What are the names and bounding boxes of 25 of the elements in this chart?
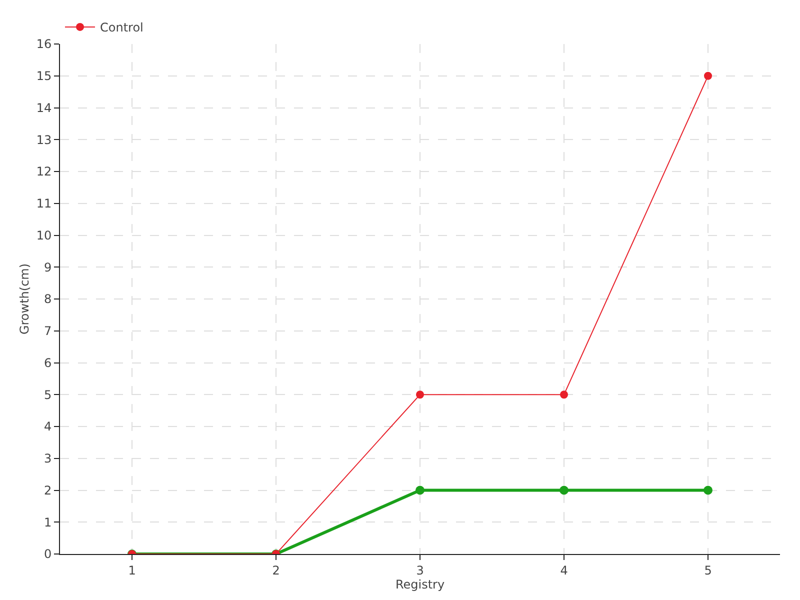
y-tick-label: 12 [36, 164, 52, 179]
y-tick-label: 13 [36, 132, 52, 147]
y-tick-label: 0 [44, 547, 52, 562]
y-tick-label: 4 [44, 420, 52, 434]
y-tick-label: 15 [36, 69, 52, 84]
y-tick-label: 3 [44, 452, 52, 466]
y-tick-label: 14 [36, 100, 52, 115]
x-tick-label: 5 [704, 563, 712, 578]
y-tick-label: 6 [44, 356, 52, 370]
x-tick-label: 1 [128, 563, 136, 578]
y-tick-label: 10 [36, 228, 52, 242]
y-tick-label: 8 [44, 292, 52, 306]
x-tick-label: 3 [416, 563, 424, 578]
y-tick-label: 5 [44, 388, 52, 402]
legend-label: Control [100, 20, 144, 35]
x-axis-title: Registry [395, 577, 445, 592]
y-tick-label: 16 [36, 37, 52, 52]
y-tick-label: 1 [44, 515, 52, 530]
x-tick-label: 4 [560, 563, 568, 578]
y-tick-label: 2 [44, 483, 52, 498]
x-tick-label: 2 [272, 563, 280, 578]
y-tick-label: 7 [44, 324, 52, 338]
y-axis-title: Growth(cm) [18, 263, 32, 335]
y-tick-label: 11 [36, 196, 52, 211]
y-tick-label: 9 [44, 260, 52, 274]
